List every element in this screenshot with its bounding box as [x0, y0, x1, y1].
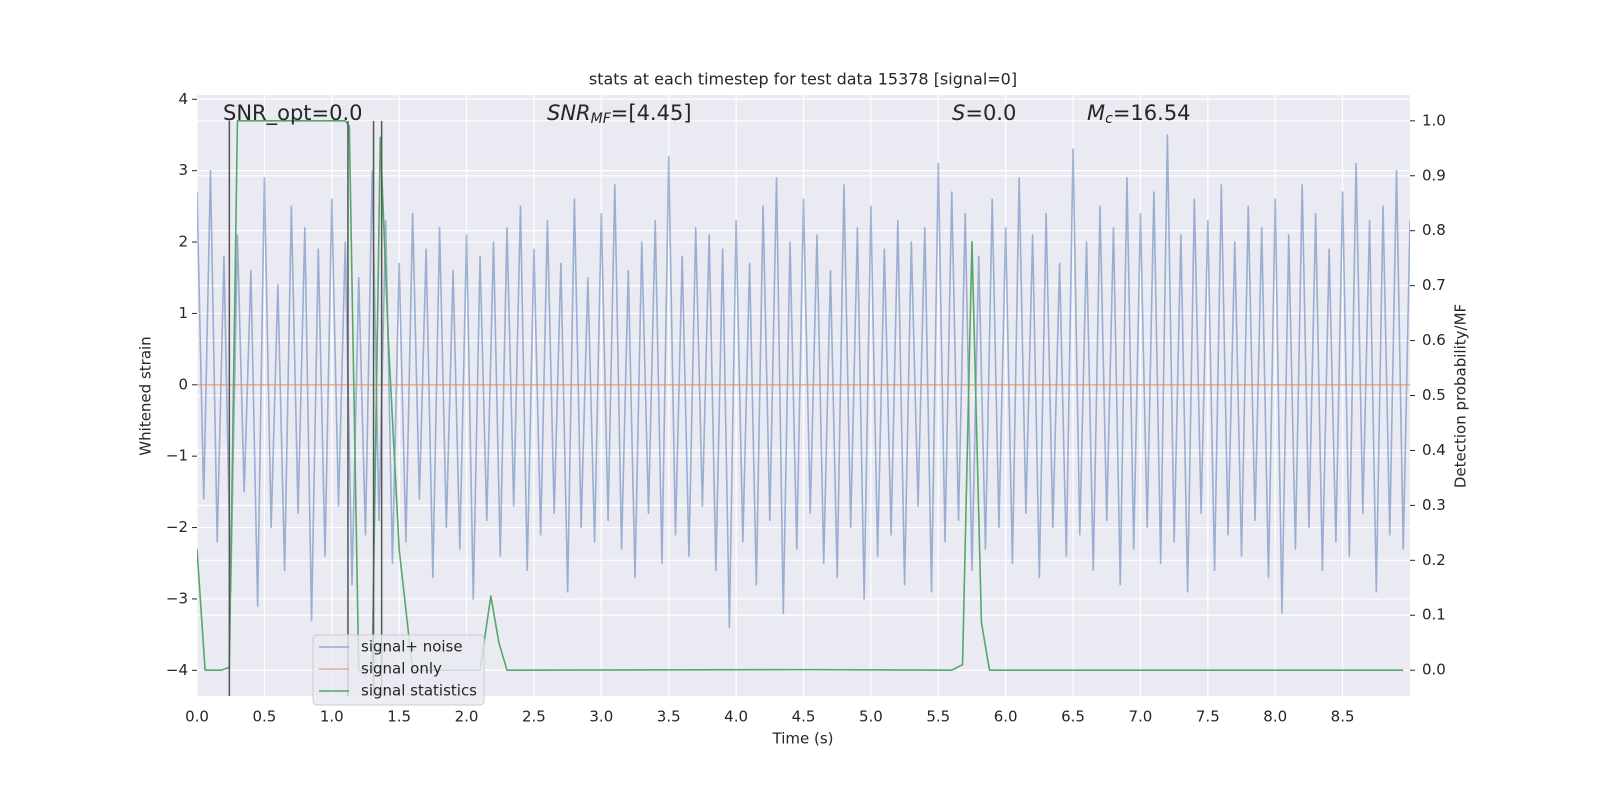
legend-label: signal only — [361, 660, 442, 678]
x-tick-label: 8.5 — [1331, 708, 1355, 726]
x-tick-label: 0.0 — [185, 708, 209, 726]
annotation: SNRMF=[4.45] — [547, 101, 692, 127]
annotation: Mc=16.54 — [1087, 101, 1191, 127]
series-line — [197, 134, 1410, 629]
y2-tick-label: 0.1 — [1422, 606, 1446, 624]
y-axis-label: Whitened strain — [137, 336, 155, 455]
x-tick-label: 4.0 — [724, 708, 748, 726]
annotation-rest: =0.0 — [965, 101, 1016, 125]
legend-label: signal+ noise — [361, 638, 463, 656]
plot-area — [197, 120, 1410, 696]
x-tick-label: 7.5 — [1196, 708, 1220, 726]
x-tick-label: 2.0 — [455, 708, 479, 726]
x-tick-label: 6.5 — [1061, 708, 1085, 726]
y-tick-label: 3 — [178, 161, 188, 179]
annotation-main: SNR_opt=0.0 — [223, 101, 363, 126]
x-tick-label: 2.5 — [522, 708, 546, 726]
x-tick-label: 5.5 — [926, 708, 950, 726]
y-tick-label: 4 — [178, 90, 188, 108]
y-tick-label: −1 — [166, 447, 188, 465]
y2-tick-label: 0.8 — [1422, 221, 1446, 239]
y2-tick-label: 0.3 — [1422, 496, 1446, 514]
annotation-rest: =16.54 — [1113, 101, 1191, 125]
y2-tick-label: 0.4 — [1422, 441, 1446, 459]
y-tick-label: −4 — [166, 661, 188, 679]
x-tick-label: 5.0 — [859, 708, 883, 726]
y2-tick-label: 0.9 — [1422, 166, 1446, 184]
x-tick-label: 1.0 — [320, 708, 344, 726]
chart-title: stats at each timestep for test data 153… — [589, 70, 1017, 89]
y-tick-label: 0 — [178, 375, 188, 393]
annotation: S=0.0 — [952, 101, 1016, 125]
x-tick-label: 7.0 — [1129, 708, 1153, 726]
x-axis-label: Time (s) — [772, 730, 834, 748]
x-tick-label: 1.5 — [387, 708, 411, 726]
annotation: SNR_opt=0.0 — [223, 101, 363, 126]
y-tick-label: 2 — [178, 233, 188, 251]
y-tick-label: 1 — [178, 304, 188, 322]
legend: signal+ noise signal only signal statistic… — [312, 634, 485, 706]
y2-tick-label: 0.7 — [1422, 276, 1446, 294]
y-tick-label: −2 — [166, 518, 188, 536]
annotation-main: M — [1087, 101, 1105, 125]
x-tick-label: 4.5 — [792, 708, 816, 726]
x-tick-label: 6.0 — [994, 708, 1018, 726]
x-tick-label: 3.5 — [657, 708, 681, 726]
annotation-main: S — [952, 101, 965, 125]
annotation-sub: c — [1105, 111, 1113, 127]
annotation-main: SNR — [547, 101, 591, 125]
legend-label: signal statistics — [361, 682, 477, 700]
x-tick-label: 8.0 — [1263, 708, 1287, 726]
y2-axis-label: Detection probability/MF — [1452, 304, 1470, 488]
annotation-rest: =[4.45] — [611, 101, 692, 125]
x-tick-label: 3.0 — [589, 708, 613, 726]
y2-tick-label: 0.6 — [1422, 331, 1446, 349]
x-tick-label: 0.5 — [252, 708, 276, 726]
legend-box — [312, 634, 485, 706]
y2-tick-label: 0.2 — [1422, 551, 1446, 569]
y-tick-label: −3 — [166, 589, 188, 607]
y2-tick-label: 0.5 — [1422, 386, 1446, 404]
annotation-sub: MF — [591, 111, 612, 127]
y2-tick-label: 1.0 — [1422, 111, 1446, 129]
y2-tick-label: 0.0 — [1422, 661, 1446, 679]
